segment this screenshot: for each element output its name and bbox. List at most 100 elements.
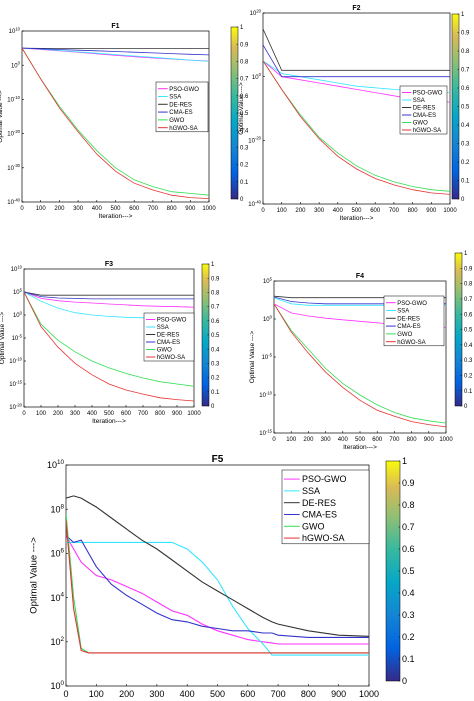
series-line-hgwo-sa <box>24 291 194 402</box>
series-line-hgwo-sa <box>66 520 369 654</box>
y-tick-label: 10-10 <box>9 356 22 365</box>
y-tick-label: 10-20 <box>9 402 22 411</box>
series-line-hgwo-sa <box>274 303 446 428</box>
colorbar-tick-label: 0.5 <box>240 111 249 117</box>
series-line-gwo <box>22 47 209 196</box>
x-tick-label: 600 <box>240 689 255 699</box>
legend-entry: hGWO-SA <box>157 355 185 361</box>
x-axis-label: Iteration---> <box>343 444 377 451</box>
y-axis-label: Optimal Value ---> <box>28 537 39 614</box>
colorbar-tick-label: 0.8 <box>402 500 415 510</box>
x-tick-label: 500 <box>104 411 115 417</box>
x-tick-label: 100 <box>36 206 47 212</box>
x-tick-label: 400 <box>87 411 98 417</box>
colorbar-tick-label: 0.3 <box>461 142 470 148</box>
x-tick-label: 200 <box>53 411 64 417</box>
colorbar-tick-label: 0.7 <box>461 68 470 74</box>
y-tick-label: 100 <box>11 61 21 70</box>
x-tick-label: 800 <box>407 437 418 443</box>
series-line-hgwo-sa <box>263 60 450 195</box>
colorbar-tick-label: 0.7 <box>240 77 249 83</box>
x-tick-label: 100 <box>89 689 104 699</box>
legend-entry: SSA <box>169 95 181 101</box>
colorbar-tick-label: 0 <box>464 404 468 410</box>
x-tick-label: 200 <box>119 689 134 699</box>
legend-box <box>155 81 209 133</box>
x-tick-label: 500 <box>210 689 225 699</box>
y-tick-label: 108 <box>50 503 64 514</box>
x-tick-label: 600 <box>121 411 132 417</box>
series-line-cma-es <box>24 291 194 300</box>
x-tick-label: 800 <box>301 689 316 699</box>
colorbar-tick-label: 0.2 <box>464 374 473 380</box>
colorbar-tick-label: 0.3 <box>402 610 415 620</box>
colorbar: 0 0.1 0.2 0.3 0.4 0.5 0.6 0.7 0.8 0.9 1 <box>201 262 220 410</box>
x-tick-label: 0 <box>261 208 265 214</box>
y-tick-label: 10-5 <box>12 333 23 342</box>
y-tick-label: 10-10 <box>7 95 20 104</box>
series-group <box>66 495 369 656</box>
x-tick-label: 100 <box>277 208 288 214</box>
y-axis-label: Optimal Value ---> <box>0 90 4 143</box>
colorbar: 0 0.1 0.2 0.3 0.4 0.5 0.6 0.7 0.8 0.9 1 <box>451 12 470 203</box>
y-axis-label: Optimal Value ---> <box>238 82 245 135</box>
x-tick-label: 700 <box>389 437 400 443</box>
y-tick-label: 1010 <box>9 26 21 35</box>
colorbar-tick-label: 0.8 <box>461 49 470 55</box>
x-tick-label: 600 <box>129 206 140 212</box>
colorbar-tick-label: 0.8 <box>211 291 220 297</box>
x-tick-label: 700 <box>138 411 149 417</box>
y-tick-label: 102 <box>50 636 64 647</box>
series-line-de-res <box>24 291 194 296</box>
legend-entry: hGWO-SA <box>169 126 197 132</box>
colorbar-tick-label: 0.9 <box>240 42 249 48</box>
y-tick-label: 100 <box>50 680 64 691</box>
y-tick-label: 100 <box>13 310 23 319</box>
x-tick-label: 500 <box>110 206 121 212</box>
legend-entry: GWO <box>302 521 325 531</box>
y-tick-label: 10-40 <box>248 199 261 208</box>
x-axis-label: Iteration---> <box>99 213 133 220</box>
colorbar-gradient <box>385 460 401 682</box>
colorbar-tick-label: 0 <box>402 676 407 686</box>
legend-entry: CMA-ES <box>413 113 436 119</box>
y-tick-label: 10-30 <box>7 163 20 172</box>
colorbar-tick-label: 0.1 <box>464 389 473 395</box>
colorbar-tick-label: 0.5 <box>211 333 220 339</box>
legend-entry: DE-RES <box>413 106 436 112</box>
colorbar: 0 0.1 0.2 0.3 0.4 0.5 0.6 0.7 0.8 0.9 1 <box>230 25 249 203</box>
chart-title: F5 <box>212 454 224 465</box>
series-line-gwo <box>274 303 446 424</box>
y-tick-label: 10-5 <box>262 352 273 361</box>
x-tick-label: 1000 <box>359 689 379 699</box>
x-tick-label: 300 <box>73 206 84 212</box>
colorbar-tick-label: 0.2 <box>402 632 415 642</box>
x-tick-label: 100 <box>36 411 47 417</box>
colorbar-tick-label: 0.4 <box>461 123 470 129</box>
x-tick-label: 200 <box>303 437 314 443</box>
colorbar-tick-label: 0.6 <box>211 319 220 325</box>
colorbar-tick-label: 0.6 <box>461 86 470 92</box>
legend-entry: CMA-ES <box>397 324 420 330</box>
colorbar-tick-label: 0.4 <box>464 343 473 349</box>
colorbar-tick-label: 0 <box>240 197 244 203</box>
y-tick-label: 104 <box>50 592 64 603</box>
colorbar-tick-label: 0.5 <box>402 566 415 576</box>
y-axis-label: Optimal Value ---> <box>0 312 6 365</box>
colorbar-tick-label: 0.6 <box>464 312 473 318</box>
x-axis-label: Iteration---> <box>340 215 374 222</box>
y-tick-label: 1010 <box>47 459 65 470</box>
x-tick-label: 500 <box>351 208 362 214</box>
colorbar-tick-label: 0.8 <box>464 282 473 288</box>
colorbar-tick-label: 0.1 <box>461 179 470 185</box>
chart-title: F2 <box>352 5 360 12</box>
colorbar-tick-label: 0.9 <box>464 266 473 272</box>
x-tick-label: 800 <box>167 206 178 212</box>
legend-entry: DE-RES <box>302 498 336 508</box>
x-axis-label: Iteration---> <box>92 418 126 425</box>
colorbar-tick-label: 0.2 <box>240 163 249 169</box>
